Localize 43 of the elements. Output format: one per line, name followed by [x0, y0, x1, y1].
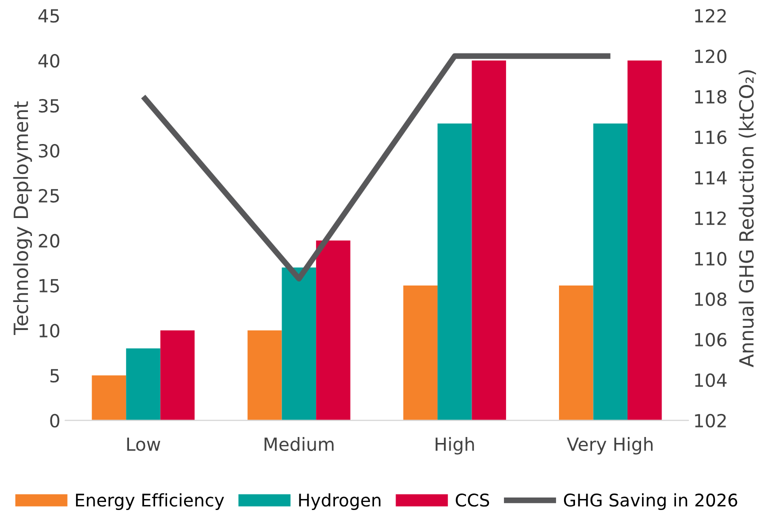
y-tick-label: 25 [38, 188, 59, 203]
y-tick-label: 35 [38, 98, 59, 113]
legend-label: CCS [456, 494, 490, 507]
legend-label: Energy Efficiency [76, 493, 224, 510]
bar [282, 267, 316, 420]
bar [472, 60, 506, 420]
y-tick-label: 40 [38, 54, 60, 68]
bar [316, 240, 350, 420]
y-axis-title: Technology Deployment [13, 101, 32, 336]
y2-tick-label: 116 [695, 130, 726, 144]
bar [248, 330, 282, 420]
bar [92, 375, 126, 420]
y2-tick-label: 104 [695, 373, 727, 388]
bar [593, 124, 628, 420]
y2-tick-label: 118 [695, 90, 726, 104]
y-tick-label: 45 [38, 9, 59, 23]
bar [126, 348, 160, 420]
y2-tick-label: 108 [695, 292, 726, 306]
bar [628, 60, 662, 420]
legend-label: Hydrogen [299, 493, 380, 510]
x-tick-label: Medium [264, 437, 334, 452]
bar [438, 124, 472, 420]
y-tick-label: 30 [38, 144, 60, 158]
y2-tick-label: 120 [695, 50, 726, 64]
y2-tick-label: 114 [695, 171, 727, 184]
bar [160, 330, 195, 420]
y-tick-label: 15 [40, 279, 59, 293]
y2-tick-label: 102 [695, 414, 726, 428]
x-tick-label: High [436, 437, 474, 455]
bar [559, 285, 594, 420]
y-tick-label: 10 [40, 324, 60, 338]
y-tick-label: 5 [50, 369, 59, 383]
y2-tick-label: 112 [695, 211, 726, 225]
x-tick-label: Low [127, 438, 160, 452]
y-tick-label: 20 [38, 234, 60, 248]
legend-label: GHG Saving in 2026 [564, 493, 738, 510]
bar [403, 285, 438, 420]
y2-tick-label: 110 [695, 252, 726, 266]
x-tick-label: Very High [566, 437, 653, 455]
y2-tick-label: 106 [695, 332, 726, 347]
y-tick-label: 0 [50, 414, 60, 428]
y2-axis-title: Annual GHG Reduction (ktCO₂) [738, 70, 756, 368]
y2-tick-label: 122 [695, 9, 726, 22]
